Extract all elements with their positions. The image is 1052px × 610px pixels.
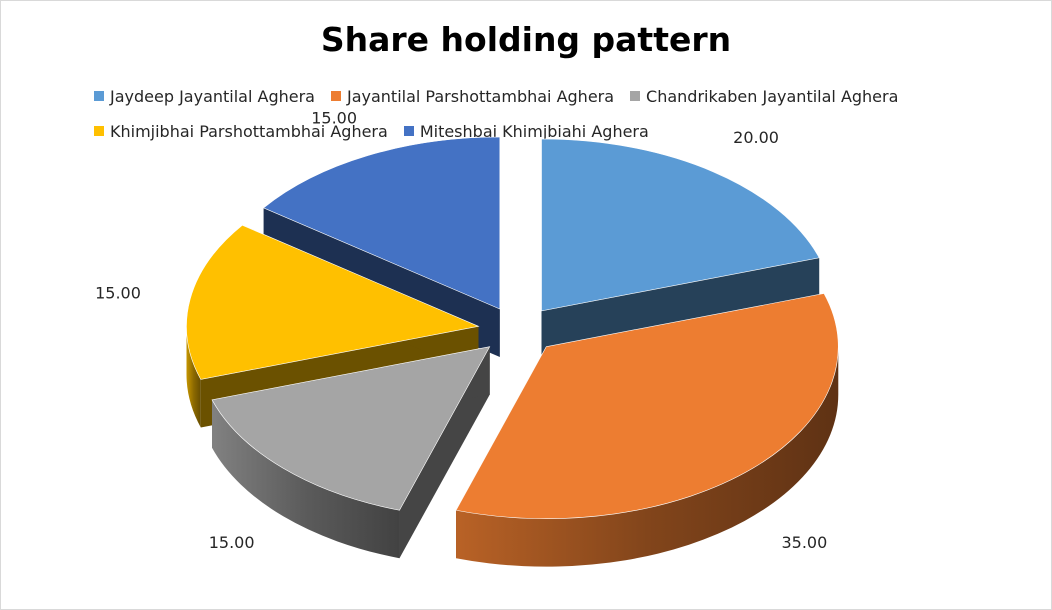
pie-slice-cut-face: [541, 257, 820, 359]
legend-item: Miteshbai Khimjbiahi Aghera: [403, 121, 649, 141]
data-label: 15.00: [95, 284, 141, 303]
legend-row: Jaydeep Jayantilal Aghera Jayantilal Pars…: [94, 84, 994, 108]
legend-row: Khimjibhai Parshottambhai Aghera Miteshba…: [94, 119, 994, 143]
legend-label: Khimjibhai Parshottambhai Aghera: [110, 121, 388, 141]
legend-label: Miteshbai Khimjbiahi Aghera: [419, 121, 649, 141]
data-label: 15.00: [311, 108, 357, 127]
legend-item: Jayantilal Parshottambhai Aghera: [330, 86, 615, 106]
pie-slice-top: [455, 293, 839, 519]
legend-label: Jayantilal Parshottambhai Aghera: [346, 86, 615, 106]
pie-slice-top: [211, 346, 491, 511]
legend-swatch: [94, 126, 104, 136]
legend-swatch: [330, 91, 341, 101]
pie-slice-side: [186, 326, 201, 428]
pie-slice: [455, 293, 839, 567]
chart-legend: Jaydeep Jayantilal Aghera Jayantilal Pars…: [94, 84, 994, 154]
legend-label: Jaydeep Jayantilal Aghera: [110, 86, 315, 106]
legend-item: Jaydeep Jayantilal Aghera: [94, 87, 315, 106]
data-label: 15.00: [209, 533, 255, 552]
pie-slice-side: [212, 399, 400, 559]
legend-swatch: [630, 91, 641, 101]
pie-slice-side: [456, 346, 839, 567]
pie-slice-top: [186, 224, 480, 380]
legend-item: Chandrikaben Jayantilal Aghera: [630, 87, 898, 106]
pie-slice-top: [263, 136, 501, 310]
chart-title: Share holding pattern: [320, 20, 732, 59]
legend-swatch: [94, 91, 104, 101]
legend-item: Khimjibhai Parshottambhai Aghera: [94, 122, 388, 141]
pie-slice-cut-face: [399, 346, 490, 559]
pie-slice: [541, 138, 820, 359]
pie-slice: [211, 346, 491, 559]
pie-slice-top: [541, 138, 820, 312]
legend-label: Chandrikaben Jayantilal Aghera: [646, 86, 899, 106]
data-label: 20.00: [733, 128, 779, 147]
data-label: 35.00: [781, 533, 827, 552]
legend-swatch: [403, 126, 414, 136]
